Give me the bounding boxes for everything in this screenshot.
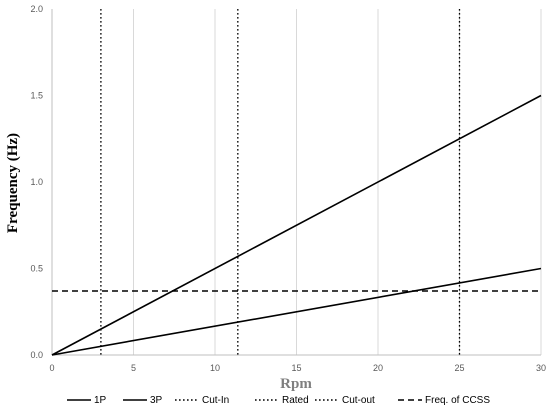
legend-label-cut-in: Cut-In bbox=[202, 395, 229, 406]
legend-label-rated: Rated bbox=[282, 395, 309, 406]
y-tick-label: 0.0 bbox=[30, 350, 43, 360]
axes bbox=[51, 9, 541, 356]
x-axis-title: Rpm bbox=[280, 376, 312, 392]
x-tick-label: 5 bbox=[131, 363, 136, 373]
y-tick-label: 1.5 bbox=[30, 91, 43, 101]
legend-label-1p: 1P bbox=[94, 395, 107, 406]
y-axis-title: Frequency (Hz) bbox=[5, 133, 21, 233]
tick-labels: 0 5 10 15 20 25 30 0.0 0.5 1.0 1.5 2.0 bbox=[30, 4, 546, 373]
x-tick-label: 30 bbox=[536, 363, 546, 373]
grid-lines bbox=[133, 9, 542, 355]
y-tick-label: 1.0 bbox=[30, 177, 43, 187]
x-tick-label: 10 bbox=[210, 363, 220, 373]
legend-label-3p: 3P bbox=[150, 395, 163, 406]
legend: 1P 3P Cut-In Rated Cut-out Freq. of CCSS bbox=[67, 395, 490, 406]
x-tick-label: 20 bbox=[373, 363, 383, 373]
legend-label-freq-of-ccss: Freq. of CCSS bbox=[425, 395, 490, 406]
y-tick-label: 2.0 bbox=[30, 4, 43, 14]
x-tick-label: 15 bbox=[291, 363, 301, 373]
reference-lines bbox=[52, 9, 541, 355]
legend-label-cut-out: Cut-out bbox=[342, 395, 375, 406]
series-line-1p bbox=[51, 267, 542, 356]
y-tick-label: 0.5 bbox=[30, 264, 43, 274]
x-tick-label: 0 bbox=[49, 363, 54, 373]
data-series bbox=[51, 94, 542, 356]
x-tick-label: 25 bbox=[454, 363, 464, 373]
series-line-3p bbox=[51, 94, 542, 356]
